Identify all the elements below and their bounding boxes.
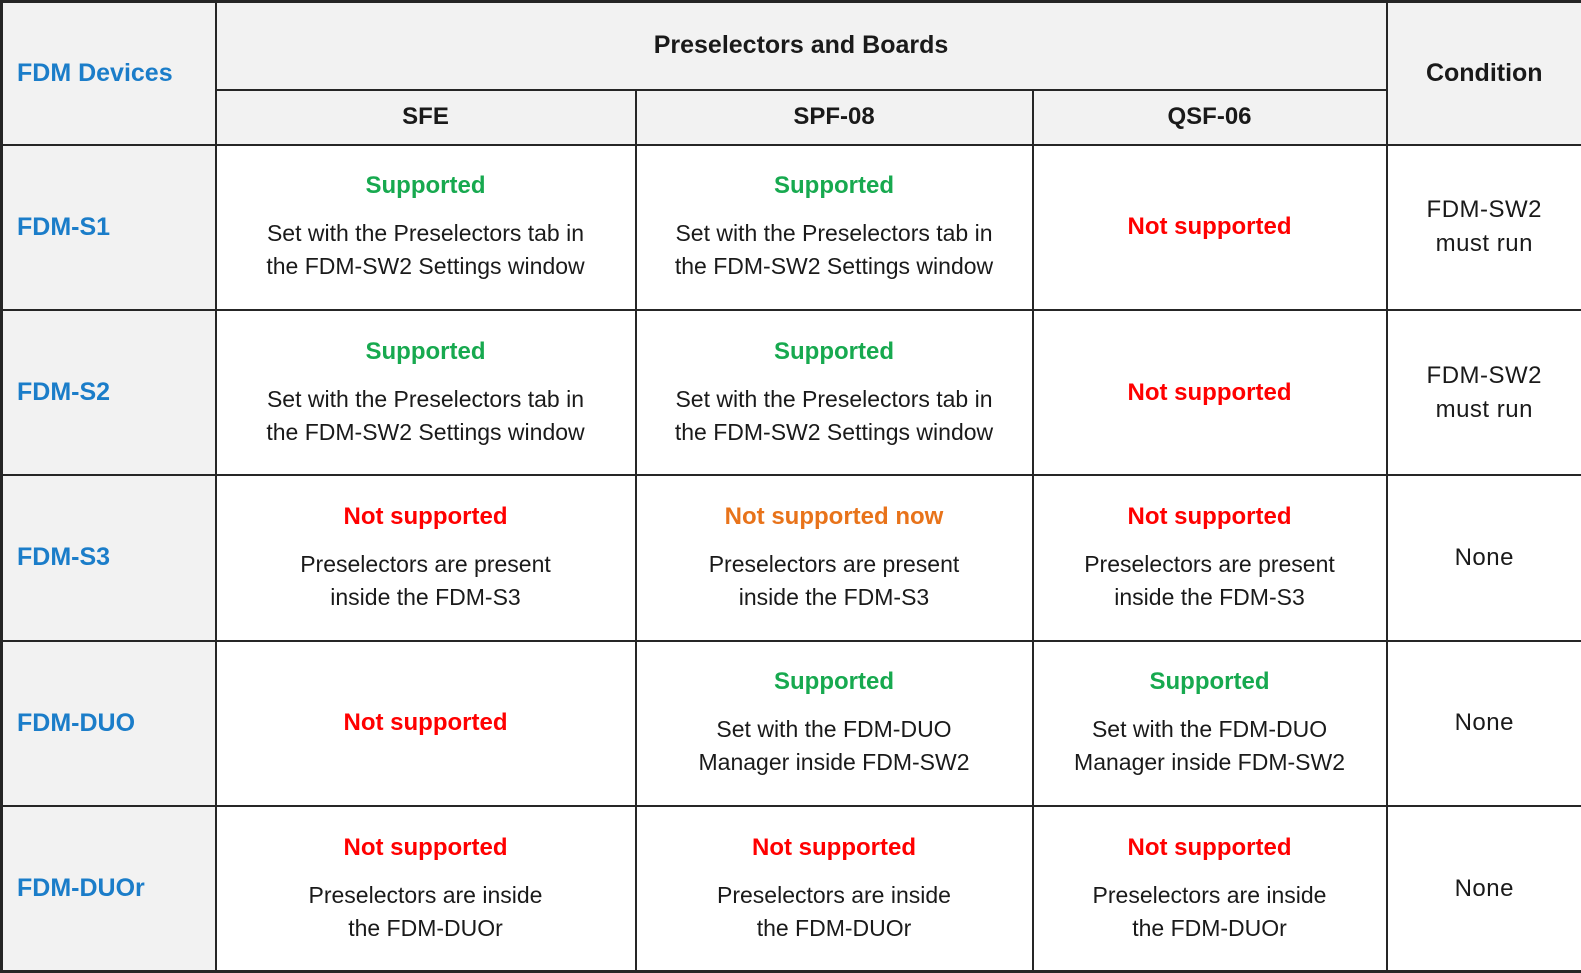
support-cell: Supported Set with the Preselectors tab … (634, 308, 1034, 477)
support-note: Preselectors are present inside the FDM-S… (1084, 550, 1335, 610)
support-note: Set with the FDM-DUO Manager inside FDM-S… (1074, 716, 1345, 776)
header-col-sfe: SFE (214, 88, 637, 146)
support-status: Not supported (1127, 378, 1292, 406)
support-note: Set with the Preselectors tab in the FDM-… (266, 385, 585, 445)
support-status: Not supported (1127, 213, 1292, 241)
condition-value: None (1385, 639, 1581, 808)
support-cell: Not supported (1031, 143, 1388, 311)
support-status: Supported (1149, 668, 1270, 696)
table-row: FDM-S3 Not supported Preselectors are pr… (0, 474, 1581, 642)
support-status: Not supported (1127, 833, 1292, 861)
table-row: FDM-S1 Supported Set with the Preselecto… (0, 143, 1581, 311)
support-cell: Supported Set with the Preselectors tab … (634, 143, 1034, 311)
support-cell: Supported Set with the Preselectors tab … (214, 308, 637, 477)
support-note: Preselectors are present inside the FDM-S… (300, 550, 551, 610)
device-name: FDM-S3 (0, 474, 217, 642)
support-cell: Not supported (214, 639, 637, 808)
support-cell: Not supported Preselectors are inside the… (1031, 805, 1388, 973)
device-name: FDM-DUOr (0, 805, 217, 973)
support-cell: Supported Set with the FDM-DUO Manager in… (1031, 639, 1388, 808)
support-cell: Not supported (1031, 308, 1388, 477)
header-row-group: FDM Devices Preselectors and Boards Cond… (0, 0, 1581, 146)
condition-value: FDM-SW2 must run (1385, 143, 1581, 311)
support-status: Not supported now (724, 502, 944, 530)
support-note: Set with the Preselectors tab in the FDM-… (266, 220, 585, 280)
support-status: Supported (774, 172, 894, 200)
support-note: Preselectors are inside the FDM-DUOr (1092, 881, 1327, 941)
support-status: Not supported (343, 833, 508, 861)
support-cell: Not supported Preselectors are inside the… (214, 805, 637, 973)
support-note: Preselectors are inside the FDM-DUOr (308, 881, 543, 941)
support-status: Not supported (343, 709, 508, 737)
table-header: FDM Devices Preselectors and Boards Cond… (0, 0, 1581, 146)
support-note: Preselectors are present inside the FDM-S… (708, 550, 960, 610)
support-status: Supported (365, 337, 486, 365)
support-note: Set with the Preselectors tab in the FDM-… (674, 385, 994, 445)
table-body: FDM-S1 Supported Set with the Preselecto… (0, 143, 1581, 973)
header-condition: Condition (1385, 0, 1581, 146)
header-fdm-devices: FDM Devices (0, 0, 217, 146)
condition-value: FDM-SW2 must run (1385, 308, 1581, 477)
support-status: Supported (365, 172, 486, 200)
support-status: Not supported (1127, 502, 1292, 530)
table-row: FDM-S2 Supported Set with the Preselecto… (0, 308, 1581, 477)
header-preselectors-and-boards: Preselectors and Boards (214, 0, 1388, 91)
device-name: FDM-DUO (0, 639, 217, 808)
support-cell: Supported Set with the Preselectors tab … (214, 143, 637, 311)
device-name: FDM-S1 (0, 143, 217, 311)
support-status: Not supported (343, 502, 508, 530)
header-row-sub: SFE SPF-08 QSF-06 (2, 88, 1581, 146)
header-col-qsf-06: QSF-06 (1031, 88, 1388, 146)
support-status: Not supported (752, 833, 916, 861)
header-col-spf-08: SPF-08 (634, 88, 1034, 146)
support-cell: Not supported now Preselectors are prese… (634, 474, 1034, 642)
support-status: Supported (774, 668, 894, 696)
support-cell: Not supported Preselectors are present in… (1031, 474, 1388, 642)
condition-value: None (1385, 805, 1581, 973)
support-note: Set with the FDM-DUO Manager inside FDM-S… (698, 716, 970, 776)
support-cell: Supported Set with the FDM-DUO Manager in… (634, 639, 1034, 808)
table-row: FDM-DUO Not supported Supported Set with… (0, 639, 1581, 808)
support-cell: Not supported Preselectors are inside the… (634, 805, 1034, 973)
condition-value: None (1385, 474, 1581, 642)
support-note: Preselectors are inside the FDM-DUOr (717, 881, 951, 941)
support-note: Set with the Preselectors tab in the FDM-… (674, 220, 994, 280)
support-status: Supported (774, 337, 894, 365)
device-name: FDM-S2 (0, 308, 217, 477)
support-cell: Not supported Preselectors are present in… (214, 474, 637, 642)
table-row: FDM-DUOr Not supported Preselectors are … (0, 805, 1581, 973)
